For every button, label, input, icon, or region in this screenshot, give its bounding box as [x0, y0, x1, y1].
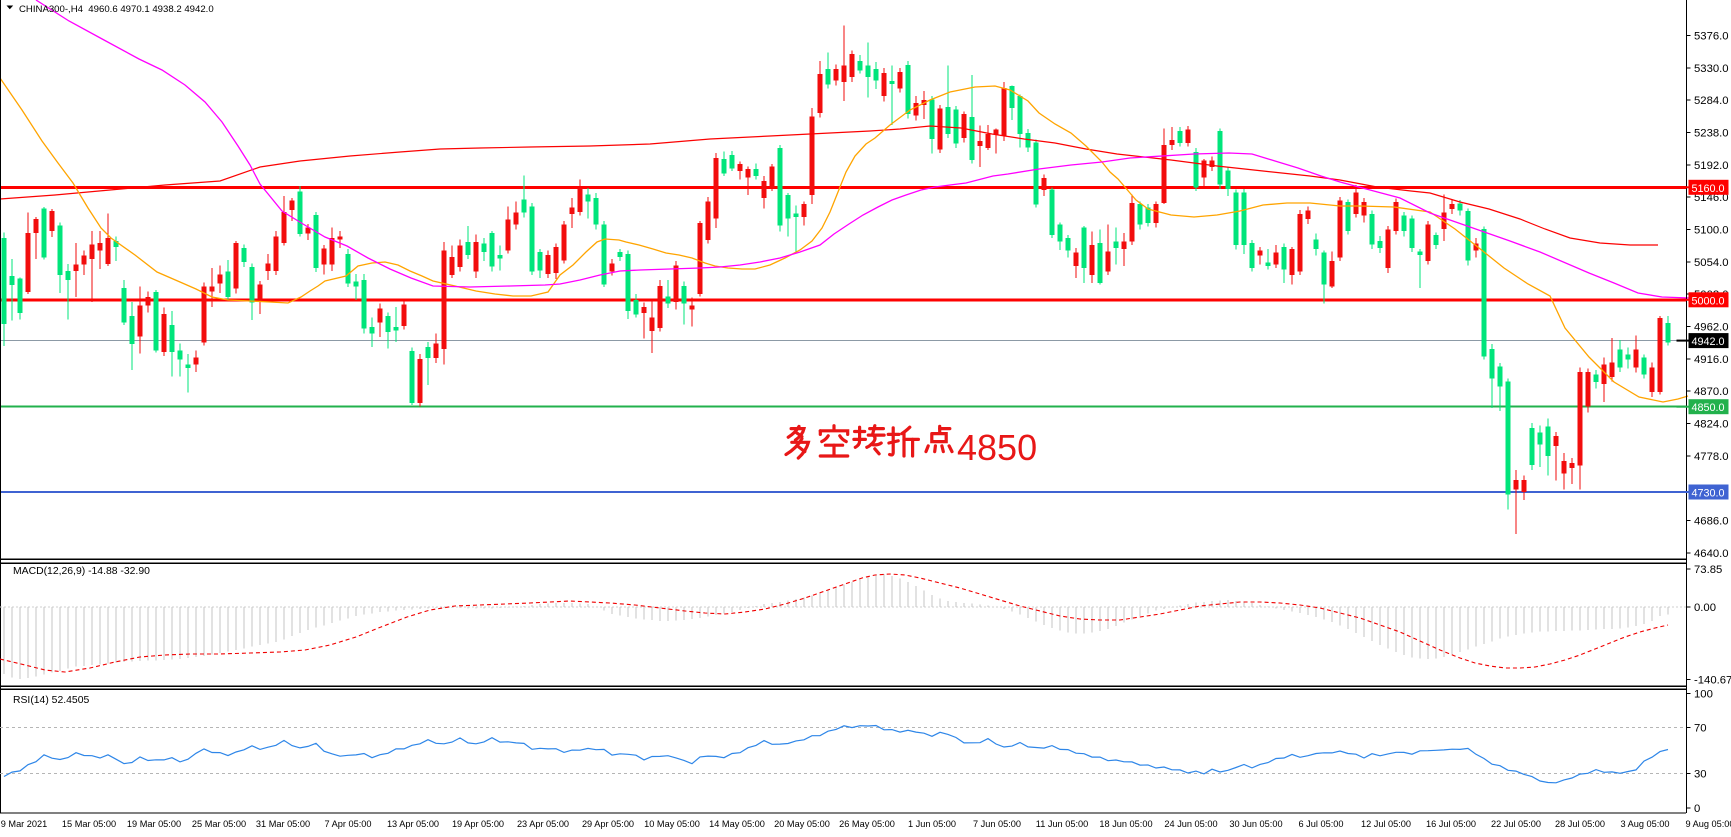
svg-text:24 Jun 05:00: 24 Jun 05:00 — [1164, 819, 1217, 829]
svg-text:4916.0: 4916.0 — [1694, 354, 1729, 366]
svg-text:7 Jun 05:00: 7 Jun 05:00 — [973, 819, 1021, 829]
svg-text:18 Jun 05:00: 18 Jun 05:00 — [1099, 819, 1152, 829]
svg-text:15 Mar 05:00: 15 Mar 05:00 — [62, 819, 116, 829]
svg-text:31 Mar 05:00: 31 Mar 05:00 — [256, 819, 310, 829]
svg-text:30: 30 — [1694, 769, 1707, 781]
svg-text:5160.0: 5160.0 — [1692, 183, 1725, 195]
svg-text:30 Jun 05:00: 30 Jun 05:00 — [1229, 819, 1282, 829]
svg-text:25 Mar 05:00: 25 Mar 05:00 — [192, 819, 246, 829]
svg-text:14 May 05:00: 14 May 05:00 — [709, 819, 765, 829]
svg-text:9 Aug 05:00: 9 Aug 05:00 — [1685, 819, 1731, 829]
svg-text:0.00: 0.00 — [1694, 602, 1716, 614]
svg-text:6 Jul 05:00: 6 Jul 05:00 — [1299, 819, 1344, 829]
svg-text:5054.0: 5054.0 — [1694, 257, 1729, 269]
svg-text:1 Jun 05:00: 1 Jun 05:00 — [908, 819, 956, 829]
svg-text:29 Apr 05:00: 29 Apr 05:00 — [582, 819, 634, 829]
svg-text:20 May 05:00: 20 May 05:00 — [774, 819, 830, 829]
svg-text:-140.67: -140.67 — [1694, 674, 1731, 686]
svg-text:26 May 05:00: 26 May 05:00 — [839, 819, 895, 829]
svg-text:19 Mar 05:00: 19 Mar 05:00 — [127, 819, 181, 829]
svg-text:4686.0: 4686.0 — [1694, 516, 1729, 528]
svg-text:3 Aug 05:00: 3 Aug 05:00 — [1620, 819, 1669, 829]
svg-text:4850.0: 4850.0 — [1692, 402, 1725, 414]
svg-text:11 Jun 05:00: 11 Jun 05:00 — [1036, 819, 1088, 829]
svg-text:5284.0: 5284.0 — [1694, 95, 1729, 107]
svg-text:70: 70 — [1694, 723, 1707, 735]
svg-text:5238.0: 5238.0 — [1694, 128, 1729, 140]
svg-text:28 Jul 05:00: 28 Jul 05:00 — [1555, 819, 1605, 829]
svg-text:5376.0: 5376.0 — [1694, 31, 1729, 43]
svg-text:5100.0: 5100.0 — [1694, 225, 1729, 237]
svg-text:5192.0: 5192.0 — [1694, 160, 1729, 172]
svg-text:4942.0: 4942.0 — [1692, 336, 1725, 348]
svg-text:4640.0: 4640.0 — [1694, 548, 1729, 560]
svg-text:22 Jul 05:00: 22 Jul 05:00 — [1491, 819, 1541, 829]
svg-text:4778.0: 4778.0 — [1694, 451, 1729, 463]
svg-text:5146.0: 5146.0 — [1694, 192, 1729, 204]
svg-text:23 Apr 05:00: 23 Apr 05:00 — [517, 819, 569, 829]
svg-text:CHINA300-,H4 4960.6 4970.1 49: CHINA300-,H4 4960.6 4970.1 4938.2 4942.0 — [19, 4, 214, 15]
svg-text:73.85: 73.85 — [1694, 564, 1722, 576]
svg-text:16 Jul 05:00: 16 Jul 05:00 — [1426, 819, 1476, 829]
svg-text:4870.0: 4870.0 — [1694, 386, 1729, 398]
svg-text:4730.0: 4730.0 — [1692, 488, 1725, 500]
svg-text:12 Jul 05:00: 12 Jul 05:00 — [1361, 819, 1411, 829]
svg-text:RSI(14) 52.4505: RSI(14) 52.4505 — [13, 695, 89, 706]
svg-text:5330.0: 5330.0 — [1694, 63, 1729, 75]
svg-text:5000.0: 5000.0 — [1692, 295, 1725, 307]
svg-text:10 May 05:00: 10 May 05:00 — [644, 819, 700, 829]
svg-text:0: 0 — [1694, 803, 1700, 815]
svg-text:MACD(12,26,9) -14.88 -32.90: MACD(12,26,9) -14.88 -32.90 — [13, 566, 150, 577]
svg-text:4962.0: 4962.0 — [1694, 322, 1729, 334]
svg-text:4824.0: 4824.0 — [1694, 419, 1729, 431]
svg-text:19 Apr 05:00: 19 Apr 05:00 — [452, 819, 504, 829]
svg-text:9 Mar 2021: 9 Mar 2021 — [1, 819, 47, 829]
svg-text:4850: 4850 — [957, 427, 1037, 468]
svg-text:7 Apr 05:00: 7 Apr 05:00 — [325, 819, 372, 829]
svg-text:100: 100 — [1694, 689, 1713, 701]
svg-text:13 Apr 05:00: 13 Apr 05:00 — [387, 819, 439, 829]
